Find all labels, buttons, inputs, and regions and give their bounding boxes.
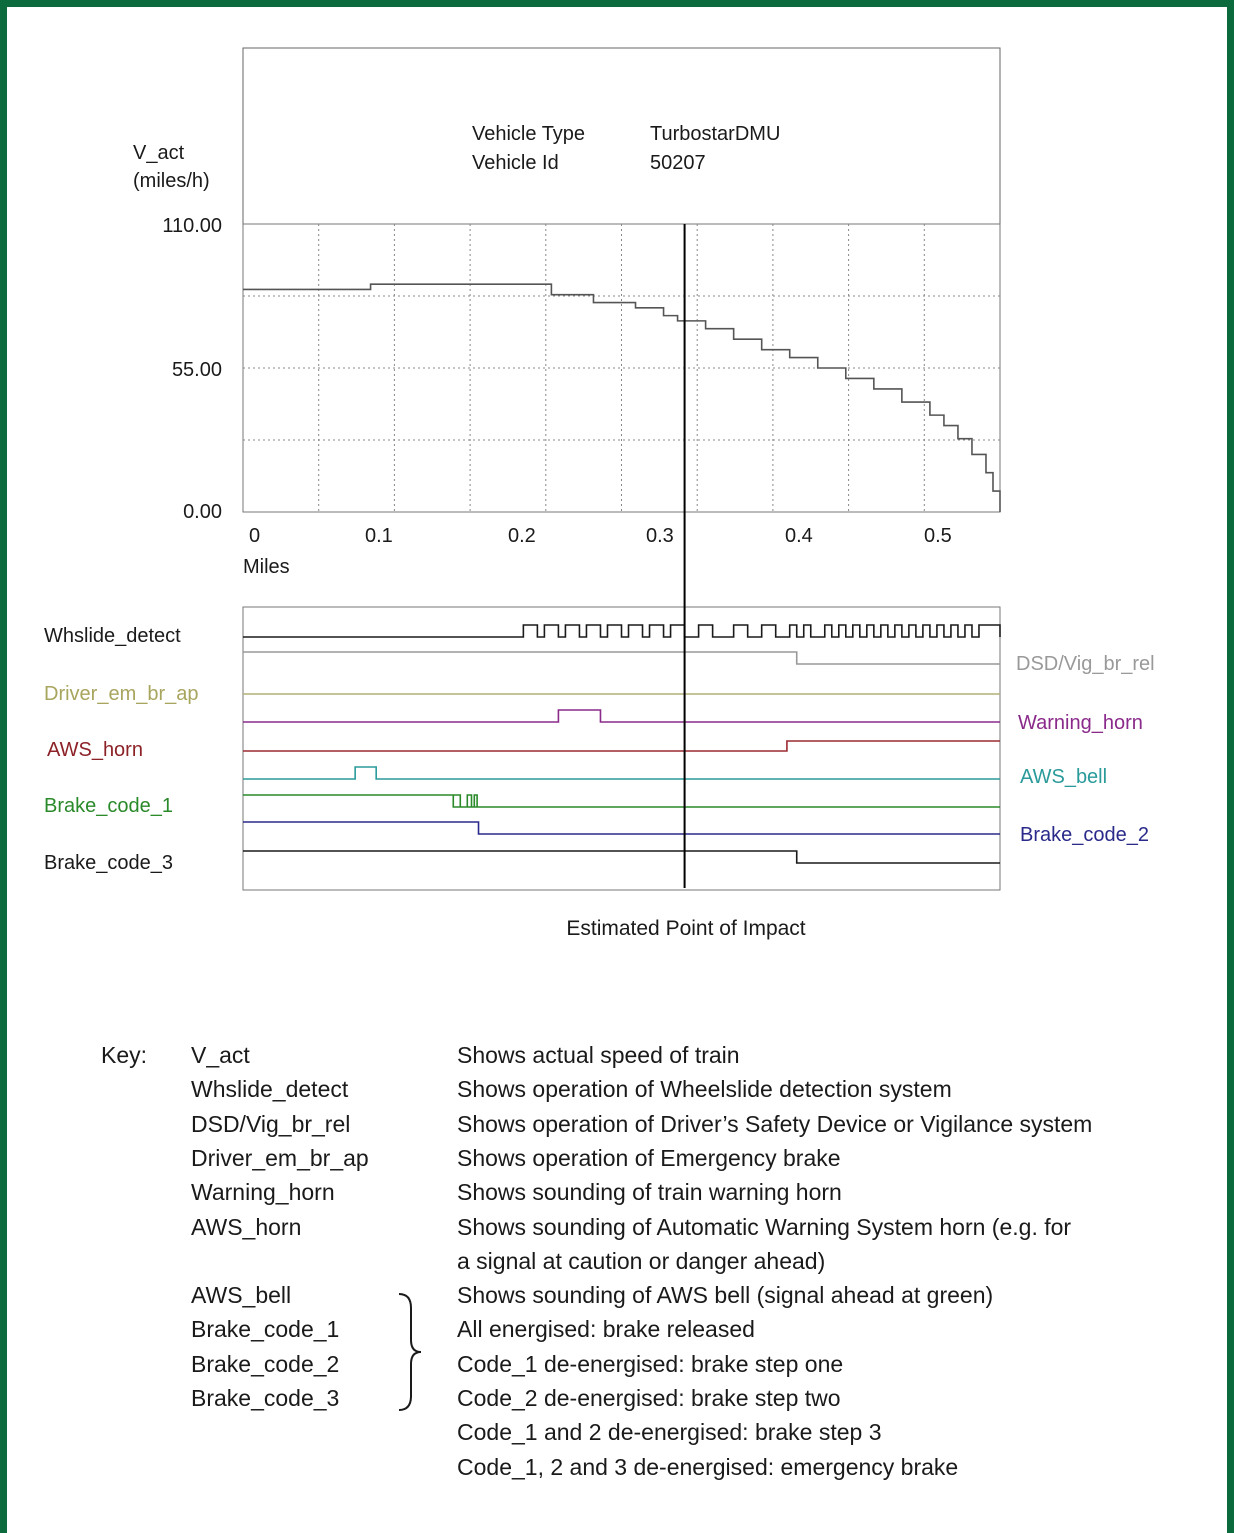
y-tick-110: 110.00 — [162, 215, 222, 237]
key-description: a signal at caution or danger ahead) — [457, 1247, 826, 1274]
speed-grid — [243, 224, 1000, 512]
key-term: Warning_horn — [191, 1179, 335, 1206]
signal-label-brake-code-2: Brake_code_2 — [1020, 824, 1149, 846]
key-term: AWS_bell — [191, 1282, 292, 1309]
y-tick-0: 0.00 — [183, 501, 222, 523]
speed-plot-area — [242, 223, 1001, 513]
key-term: Brake_code_3 — [191, 1385, 340, 1411]
key-description: Shows sounding of Automatic Warning Syst… — [457, 1213, 1072, 1240]
signal-label-whslide-detect: Whslide_detect — [44, 625, 181, 647]
signal-trace-aws-bell — [243, 766, 1000, 780]
vehicle-id-label: Vehicle Id — [472, 152, 559, 174]
signal-label-warning-horn: Warning_horn — [1018, 712, 1143, 734]
signal-traces — [243, 624, 1001, 864]
impact-marker-label: Estimated Point of Impact — [566, 917, 805, 940]
x-tick-0: 0 — [249, 525, 260, 547]
key-description: Code_1 and 2 de-energised: brake step 3 — [457, 1419, 882, 1446]
signal-panel — [242, 606, 1001, 891]
signal-trace-brake-code-3 — [243, 850, 1000, 864]
signal-label-brake-code-3: Brake_code_3 — [44, 852, 173, 874]
key-title: Key: — [101, 1042, 148, 1068]
brace-icon — [398, 1293, 422, 1411]
x-axis-label: Miles — [243, 556, 290, 578]
y-axis-label: V_act — [133, 142, 185, 164]
x-tick-0.4: 0.4 — [785, 525, 813, 547]
vehicle-type-label: Vehicle Type — [472, 123, 585, 145]
vehicle-type-value: TurbostarDMU — [650, 123, 780, 145]
signal-trace-brake-code-1 — [243, 794, 1000, 808]
signal-label-dsd-vig-br-rel: DSD/Vig_br_rel — [1016, 653, 1155, 675]
vehicle-id-value: 50207 — [650, 152, 706, 174]
key-term: V_act — [191, 1042, 250, 1068]
signal-trace-aws-horn — [243, 740, 1000, 752]
x-tick-0.3: 0.3 — [646, 525, 674, 547]
key-description: Shows operation of Driver’s Safety Devic… — [457, 1110, 1093, 1137]
key-term: DSD/Vig_br_rel — [191, 1110, 351, 1137]
key-description: Shows operation of Wheelslide detection … — [457, 1076, 952, 1103]
x-tick-0.5: 0.5 — [924, 525, 952, 547]
signal-trace-dsd-vig-br-rel — [243, 651, 1000, 665]
signal-trace-warning-horn — [243, 709, 1000, 723]
key-term: Brake_code_1 — [191, 1316, 340, 1343]
key-description: Code_1 de-energised: brake step one — [457, 1350, 844, 1377]
signal-label-driver-em-br-ap: Driver_em_br_ap — [44, 683, 199, 705]
data-recorder-chart: Vehicle Type TurbostarDMU Vehicle Id 502… — [44, 47, 1155, 940]
key-description: Shows sounding of AWS bell (signal ahead… — [457, 1282, 994, 1309]
key-description: All energised: brake released — [457, 1316, 755, 1343]
x-tick-0.2: 0.2 — [508, 525, 536, 547]
key-description: Code_1, 2 and 3 de-energised: emergency … — [457, 1453, 959, 1480]
key-term: Brake_code_2 — [191, 1350, 340, 1377]
signal-trace-brake-code-2 — [243, 821, 1000, 835]
key-description: Shows actual speed of train — [457, 1042, 740, 1068]
y-axis-unit: (miles/h) — [133, 170, 210, 192]
header-box — [242, 47, 1001, 225]
key-term: AWS_horn — [191, 1213, 302, 1240]
key-description: Shows sounding of train warning horn — [457, 1179, 842, 1206]
key-description: Code_2 de-energised: brake step two — [457, 1385, 841, 1411]
signal-label-aws-bell: AWS_bell — [1020, 766, 1107, 788]
y-tick-55: 55.00 — [172, 359, 222, 381]
x-tick-0.1: 0.1 — [365, 525, 393, 547]
signal-trace-whslide-detect — [243, 624, 1001, 638]
speed-series-line — [243, 283, 1001, 512]
key-term: Whslide_detect — [191, 1076, 349, 1103]
signal-label-brake-code-1: Brake_code_1 — [44, 795, 173, 817]
key-description: Shows operation of Emergency brake — [457, 1144, 841, 1171]
signal-label-aws-horn: AWS_horn — [47, 739, 143, 761]
key-term: Driver_em_br_ap — [191, 1144, 369, 1171]
